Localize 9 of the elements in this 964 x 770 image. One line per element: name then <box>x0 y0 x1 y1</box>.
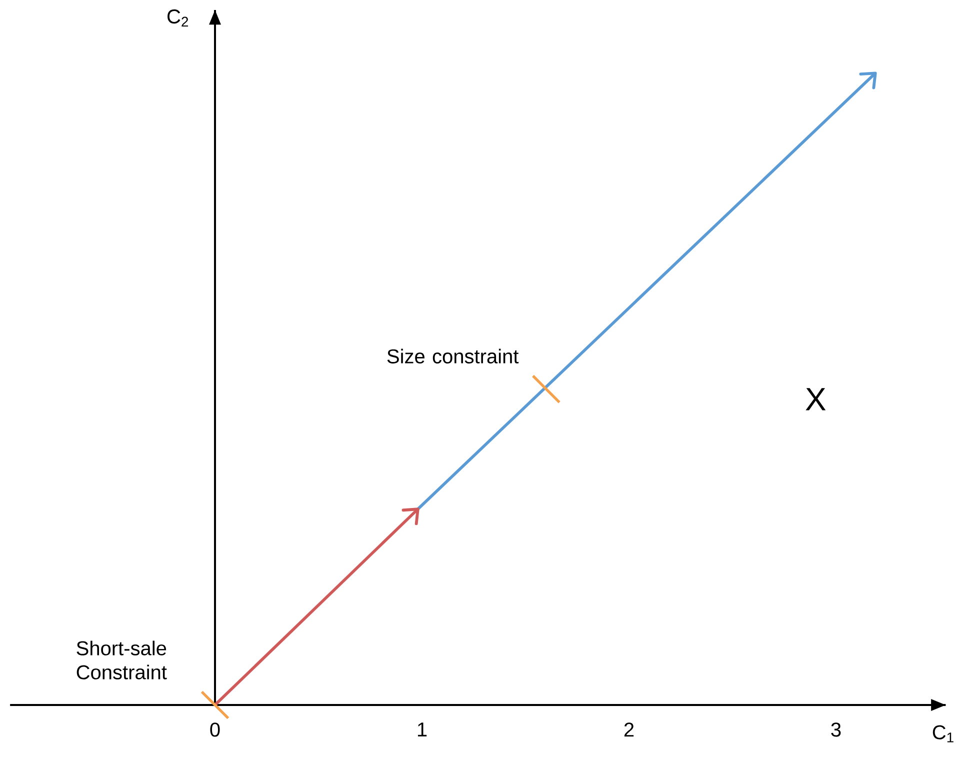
x-tick-label: 2 <box>624 722 634 737</box>
x-tick-label: 0 <box>210 722 220 737</box>
x-tick-label: 3 <box>831 722 841 737</box>
x-tick-label: 1 <box>418 722 427 736</box>
x-axis-title: C$_{1}$ <box>932 725 954 742</box>
annotation: X <box>806 388 826 410</box>
annotation: Size constraint <box>387 348 519 364</box>
y-axis-title: C$_{2}$ <box>168 9 188 27</box>
annotation: Short-sale Constraint <box>76 640 167 680</box>
